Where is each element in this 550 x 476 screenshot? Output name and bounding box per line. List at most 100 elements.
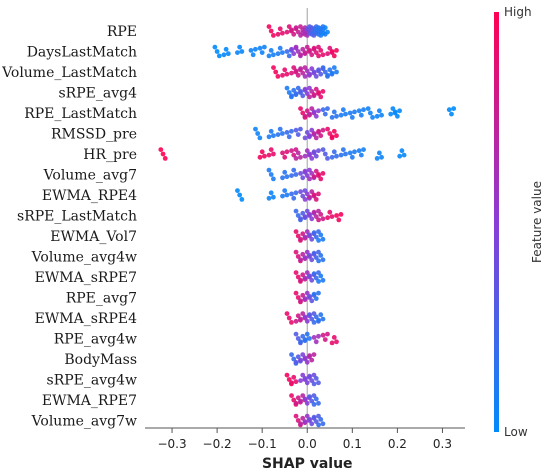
shap-point (376, 150, 382, 156)
shap-point (289, 320, 294, 325)
shap-point (316, 279, 321, 284)
shap-point (320, 332, 326, 338)
shap-point (343, 111, 348, 117)
shap-point (291, 374, 297, 380)
feature-label: RPE_LastMatch (24, 106, 137, 122)
shap-point (298, 421, 303, 427)
colorbar-gradient (494, 12, 499, 432)
shap-point (311, 402, 317, 407)
shap-point (273, 69, 279, 75)
shap-point (379, 112, 384, 118)
shap-point (325, 215, 330, 221)
shap-point (298, 171, 303, 176)
shap-point (289, 46, 294, 52)
shap-point (284, 311, 290, 316)
x-tick-label: 0.1 (343, 437, 362, 451)
shap-point (331, 335, 337, 340)
shap-point (304, 400, 310, 406)
shap-point (316, 90, 321, 95)
shap-point (331, 109, 337, 115)
shap-point (257, 45, 263, 51)
points-layer (158, 24, 457, 428)
shap-point (352, 109, 357, 115)
shap-point (248, 48, 254, 53)
shap-point (374, 156, 380, 161)
shap-point (307, 273, 312, 279)
shap-point (282, 169, 288, 175)
shap-point (284, 49, 290, 54)
shap-point (298, 189, 303, 195)
feature-label: RPE_avg7 (66, 291, 137, 307)
shap-point (293, 379, 299, 385)
shap-point (329, 214, 335, 220)
shap-point (399, 148, 405, 154)
feature-label: Volume_avg7 (43, 168, 137, 184)
shap-point (293, 413, 299, 419)
shap-point (329, 70, 335, 76)
shap-point (316, 67, 321, 73)
shap-point (307, 71, 312, 77)
shap-point (401, 152, 407, 158)
shap-point (280, 175, 285, 181)
shap-point (307, 232, 312, 238)
shap-point (298, 316, 303, 322)
shap-point (318, 417, 324, 422)
feature-label: sRPE_LastMatch (17, 209, 137, 225)
shap-point (293, 190, 299, 196)
shap-point (311, 250, 317, 256)
shap-point (293, 270, 299, 275)
shap-point (302, 197, 308, 202)
shap-point (318, 232, 324, 238)
shap-point (293, 208, 299, 214)
shap-point (302, 50, 308, 55)
shap-point (320, 30, 326, 36)
shap-point (302, 234, 308, 240)
shap-point (307, 373, 312, 379)
shap-point (293, 331, 299, 337)
shap-point (280, 150, 285, 156)
shap-point (311, 320, 317, 325)
shap-point (293, 359, 299, 365)
shap-point (325, 331, 330, 337)
shap-point (291, 167, 297, 173)
shap-point (358, 152, 364, 158)
shap-point (313, 153, 319, 159)
shap-point (302, 214, 308, 220)
shap-point (289, 148, 294, 154)
feature-label: BodyMass (64, 352, 137, 368)
shap-point (275, 74, 281, 79)
shap-point (316, 53, 321, 59)
shap-point (311, 192, 317, 198)
shap-point (162, 156, 168, 161)
colorbar: High Low Feature value (494, 5, 544, 439)
shap-point (320, 277, 326, 283)
feature-label: EWMA_RPE7 (42, 393, 137, 409)
shap-point (271, 65, 276, 70)
shap-point (293, 25, 299, 31)
shap-point (338, 112, 344, 118)
shap-point (311, 45, 317, 51)
shap-point (298, 66, 303, 72)
shap-point (347, 150, 353, 156)
feature-label: sRPE_avg4 (59, 86, 138, 102)
shap-point (295, 72, 301, 78)
shap-point (298, 216, 303, 222)
shap-point (311, 352, 317, 357)
shap-point (449, 111, 454, 117)
shap-point (280, 50, 285, 55)
shap-point (302, 396, 308, 402)
shap-point (216, 53, 222, 59)
shap-point (311, 92, 317, 98)
shap-point (374, 113, 380, 119)
shap-point (331, 149, 337, 155)
feature-label: EWMA_Vol7 (50, 229, 137, 245)
shap-point (311, 335, 317, 340)
shap-point (322, 151, 328, 157)
shap-point (158, 147, 164, 153)
shap-point (309, 156, 315, 161)
shap-point (261, 153, 267, 159)
shap-point (307, 176, 312, 182)
shap-point (316, 333, 321, 339)
shap-point (284, 130, 290, 135)
shap-point (239, 49, 245, 54)
